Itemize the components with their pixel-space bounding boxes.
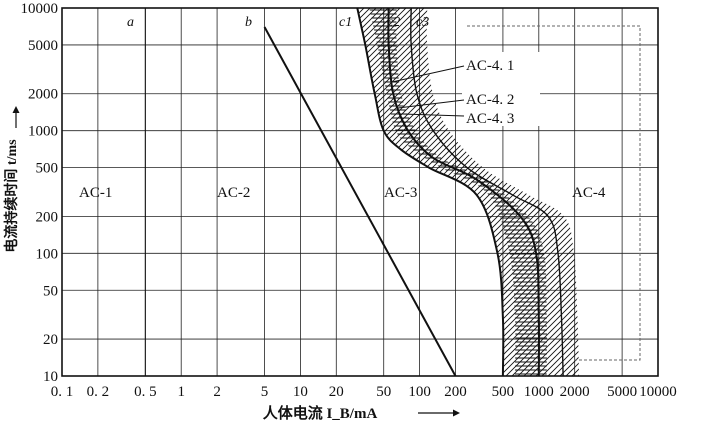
- y-tick-label: 200: [36, 209, 59, 225]
- x-axis-arrowhead: [453, 409, 460, 417]
- annotation-ac43: AC-4. 3: [466, 111, 514, 127]
- x-tick-label: 20: [329, 384, 344, 400]
- x-axis-label: 人体电流 I_B/mA: [263, 404, 378, 422]
- y-tick-label: 1000: [28, 124, 58, 140]
- ac4-inner-hatch-band: [369, 8, 547, 376]
- x-tick-label: 500: [492, 384, 515, 400]
- y-tick-label: 2000: [28, 87, 58, 103]
- x-tick-labels: 0. 1 0. 2 0. 5 1 2 5 10 20 50 100 200 500 1000 2000 50…: [51, 384, 677, 400]
- plot-frame: [61, 7, 659, 377]
- ac4-dashed-hatch-frame-outer: [467, 25, 641, 361]
- zone-label-ac2: AC-2: [217, 185, 250, 201]
- annotation-ac41: AC-4. 1: [466, 58, 514, 74]
- x-tick-label: 2: [213, 384, 221, 400]
- zone-label-ac3: AC-3: [384, 185, 417, 201]
- x-tick-label: 200: [444, 384, 467, 400]
- series-line-c3: [410, 8, 564, 376]
- y-axis-arrowhead: [12, 106, 20, 113]
- leader-ac42: [397, 99, 465, 109]
- y-tick-label: 10: [43, 369, 58, 385]
- x-tick-label: 10: [293, 384, 308, 400]
- curve-label-b: b: [245, 15, 252, 30]
- x-tick-label: 50: [376, 384, 391, 400]
- y-tick-label: 20: [43, 332, 58, 348]
- x-tick-label: 0. 5: [134, 384, 157, 400]
- x-tick-label: 0. 2: [87, 384, 110, 400]
- x-tick-label: 10000: [639, 384, 677, 400]
- x-tick-label: 1000: [524, 384, 554, 400]
- curve-label-c2: c2: [387, 15, 400, 30]
- y-tick-label: 5000: [28, 38, 58, 54]
- series-lines: [144, 8, 564, 376]
- series-line-c2: [387, 8, 540, 376]
- y-tick-label: 100: [36, 246, 59, 262]
- zone-label-ac1: AC-1: [79, 185, 112, 201]
- x-tick-label: 2000: [560, 384, 590, 400]
- x-tick-label: 5000: [607, 384, 637, 400]
- curve-label-c3: c3: [416, 15, 429, 30]
- y-tick-label: 50: [43, 283, 58, 299]
- curve-label-c1: c1: [339, 15, 352, 30]
- leader-ac43: [401, 113, 465, 117]
- x-tick-label: 100: [408, 384, 431, 400]
- series-line-b: [263, 26, 457, 376]
- series-line-c1: [356, 8, 505, 376]
- y-tick-label: 10000: [21, 1, 59, 17]
- annotation-ac42: AC-4. 2: [466, 92, 514, 108]
- zone-label-ac4: AC-4: [572, 185, 606, 201]
- x-tick-label: 0. 1: [51, 384, 74, 400]
- y-axis-label: 电流持续时间 t/ms: [3, 139, 20, 253]
- x-tick-label: 5: [261, 384, 269, 400]
- y-tick-label: 500: [36, 161, 59, 177]
- curve-label-a: a: [127, 15, 134, 30]
- leader-ac41: [391, 65, 465, 83]
- y-tick-labels: 10 20 50 100 200 500 1000 2000 5000 10000: [21, 1, 59, 385]
- annotation-box: [462, 52, 540, 126]
- x-tick-label: 1: [177, 384, 185, 400]
